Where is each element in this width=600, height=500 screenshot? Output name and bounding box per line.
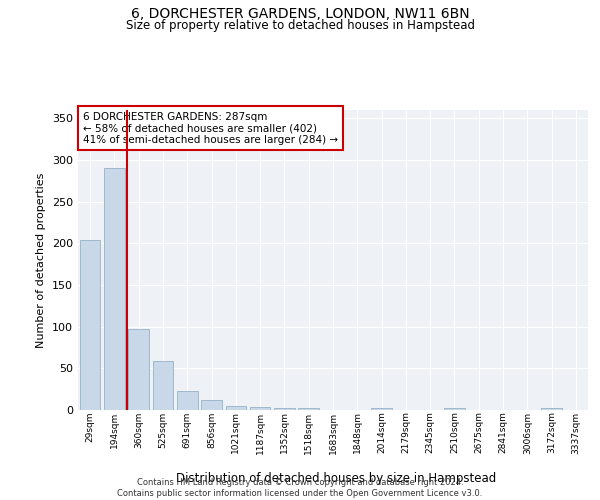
Bar	[541, 408, 562, 410]
Text: Size of property relative to detached houses in Hampstead: Size of property relative to detached ho…	[125, 19, 475, 32]
Text: 6, DORCHESTER GARDENS, LONDON, NW11 6BN: 6, DORCHESTER GARDENS, LONDON, NW11 6BN	[131, 8, 469, 22]
Bar	[274, 408, 295, 410]
Bar	[104, 168, 125, 410]
Text: Contains HM Land Registry data © Crown copyright and database right 2024.
Contai: Contains HM Land Registry data © Crown c…	[118, 478, 482, 498]
Bar	[177, 391, 197, 410]
Bar	[298, 408, 319, 410]
Y-axis label: Number of detached properties: Number of detached properties	[37, 172, 46, 348]
Bar	[250, 406, 271, 410]
Bar	[371, 408, 392, 410]
Bar	[152, 361, 173, 410]
Bar	[201, 400, 222, 410]
Bar	[226, 406, 246, 410]
Bar	[80, 240, 100, 410]
Bar	[444, 408, 465, 410]
Bar	[128, 329, 149, 410]
Text: Distribution of detached houses by size in Hampstead: Distribution of detached houses by size …	[176, 472, 496, 485]
Text: 6 DORCHESTER GARDENS: 287sqm
← 58% of detached houses are smaller (402)
41% of s: 6 DORCHESTER GARDENS: 287sqm ← 58% of de…	[83, 112, 338, 144]
